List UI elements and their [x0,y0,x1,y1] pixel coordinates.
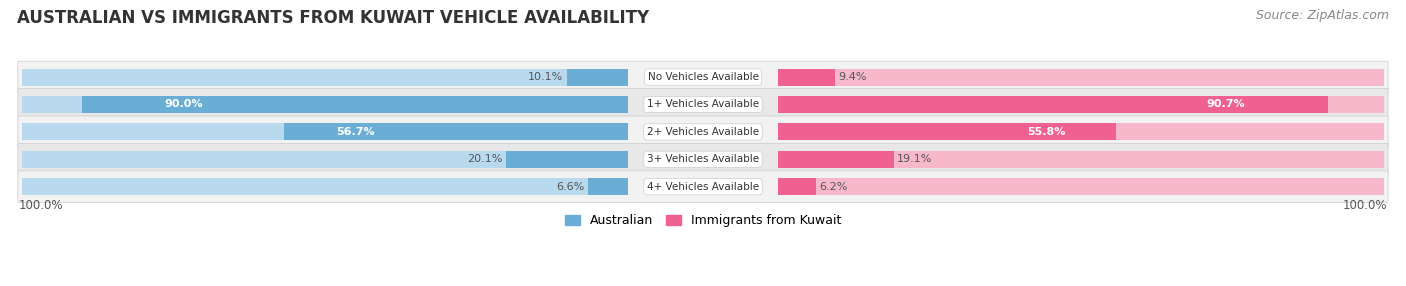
Bar [778,178,815,195]
Text: 4+ Vehicles Available: 4+ Vehicles Available [647,182,759,192]
Bar [22,124,628,140]
Bar [778,69,1384,86]
Text: 19.1%: 19.1% [897,154,932,164]
Bar [22,178,628,195]
Bar [778,124,1116,140]
Text: 6.6%: 6.6% [557,182,585,192]
Text: 55.8%: 55.8% [1028,127,1066,137]
Text: 90.7%: 90.7% [1206,100,1246,110]
FancyBboxPatch shape [18,143,1388,175]
Bar [588,178,628,195]
Text: AUSTRALIAN VS IMMIGRANTS FROM KUWAIT VEHICLE AVAILABILITY: AUSTRALIAN VS IMMIGRANTS FROM KUWAIT VEH… [17,9,650,27]
Bar [778,178,1384,195]
Bar [22,96,628,113]
Bar [284,124,628,140]
Bar [778,96,1384,113]
Text: 2+ Vehicles Available: 2+ Vehicles Available [647,127,759,137]
Bar [778,124,1384,140]
Legend: Australian, Immigrants from Kuwait: Australian, Immigrants from Kuwait [560,209,846,232]
Bar [778,69,835,86]
Bar [778,151,894,168]
Bar [22,151,628,168]
Bar [83,96,628,113]
Text: Source: ZipAtlas.com: Source: ZipAtlas.com [1256,9,1389,21]
FancyBboxPatch shape [18,116,1388,148]
FancyBboxPatch shape [18,61,1388,93]
Bar [22,69,628,86]
Text: 10.1%: 10.1% [529,72,564,82]
Text: 1+ Vehicles Available: 1+ Vehicles Available [647,100,759,110]
Text: No Vehicles Available: No Vehicles Available [648,72,758,82]
Bar [567,69,628,86]
Bar [778,151,1384,168]
Text: 100.0%: 100.0% [18,199,63,212]
Text: 3+ Vehicles Available: 3+ Vehicles Available [647,154,759,164]
Text: 90.0%: 90.0% [165,100,202,110]
Text: 100.0%: 100.0% [1343,199,1388,212]
Bar [778,96,1327,113]
FancyBboxPatch shape [18,89,1388,120]
Text: 9.4%: 9.4% [838,72,868,82]
Bar [506,151,628,168]
Text: 56.7%: 56.7% [336,127,374,137]
Text: 6.2%: 6.2% [818,182,848,192]
Text: 20.1%: 20.1% [467,154,503,164]
FancyBboxPatch shape [18,171,1388,203]
